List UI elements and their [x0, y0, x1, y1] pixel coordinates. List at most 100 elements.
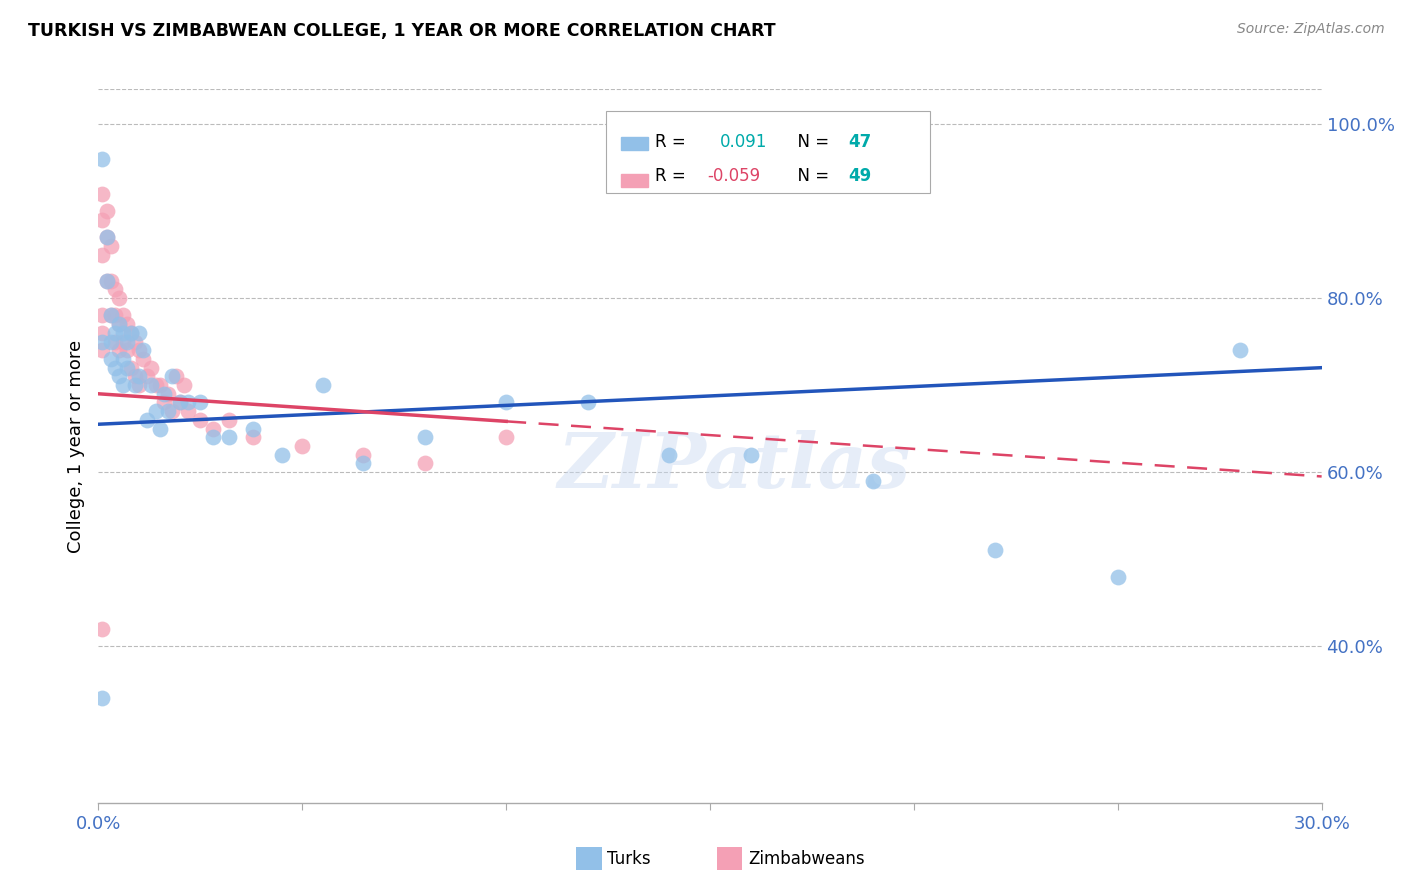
Point [91, 152, 114, 166]
Point [91, 247, 114, 261]
Text: ZIPatlas: ZIPatlas [558, 431, 911, 504]
Text: N =: N = [787, 168, 835, 186]
Point [115, 334, 138, 349]
Point [128, 378, 150, 392]
Point [149, 378, 172, 392]
Point [149, 421, 172, 435]
FancyBboxPatch shape [620, 137, 648, 150]
Point [91, 334, 114, 349]
Point [91, 343, 114, 358]
Point [160, 369, 183, 384]
Point [218, 413, 240, 427]
FancyBboxPatch shape [606, 111, 931, 193]
Text: -0.059: -0.059 [707, 168, 761, 186]
Point [111, 351, 134, 366]
Point [169, 395, 191, 409]
Point [201, 421, 224, 435]
Point [128, 369, 150, 384]
Point [115, 317, 138, 331]
Point [128, 326, 150, 340]
Y-axis label: College, 1 year or more: College, 1 year or more [66, 340, 84, 552]
Point [104, 360, 127, 375]
Text: Turks: Turks [607, 850, 651, 868]
Text: R =: R = [655, 133, 696, 151]
Point [120, 326, 142, 340]
Point [100, 309, 122, 323]
Point [96, 230, 118, 244]
Point [141, 360, 163, 375]
Point [91, 309, 114, 323]
Point [124, 369, 146, 384]
Point [91, 212, 114, 227]
Point [188, 395, 212, 409]
Point [145, 404, 167, 418]
Point [152, 395, 174, 409]
Text: 0.091: 0.091 [720, 133, 768, 151]
Point [111, 378, 134, 392]
Point [145, 378, 167, 392]
Point [124, 378, 146, 392]
Point [104, 309, 127, 323]
Point [141, 378, 163, 392]
Point [242, 430, 264, 444]
Point [108, 369, 131, 384]
Point [495, 430, 517, 444]
Point [291, 439, 314, 453]
Point [242, 421, 264, 435]
Point [104, 334, 127, 349]
Point [152, 386, 174, 401]
Point [169, 395, 191, 409]
Text: R =: R = [655, 168, 690, 186]
Point [108, 317, 131, 331]
Point [115, 343, 138, 358]
Text: Zimbabweans: Zimbabweans [748, 850, 865, 868]
Point [188, 413, 212, 427]
Point [124, 334, 146, 349]
Point [352, 448, 374, 462]
Point [91, 326, 114, 340]
Point [984, 543, 1007, 558]
FancyBboxPatch shape [620, 174, 648, 186]
Point [91, 691, 114, 706]
Point [177, 404, 200, 418]
Text: Source: ZipAtlas.com: Source: ZipAtlas.com [1237, 22, 1385, 37]
Point [136, 369, 159, 384]
Point [1229, 343, 1251, 358]
Point [111, 309, 134, 323]
Point [413, 430, 436, 444]
Text: N =: N = [787, 133, 835, 151]
Point [108, 317, 131, 331]
Point [120, 360, 142, 375]
Point [413, 457, 436, 471]
Point [100, 239, 122, 253]
Point [1107, 569, 1129, 583]
Point [576, 395, 599, 409]
Point [96, 230, 118, 244]
Point [132, 351, 155, 366]
Point [96, 204, 118, 219]
Point [160, 404, 183, 418]
Point [111, 334, 134, 349]
Point [658, 448, 681, 462]
Point [862, 474, 884, 488]
Point [173, 378, 195, 392]
Point [100, 274, 122, 288]
Point [201, 430, 224, 444]
Point [108, 291, 131, 305]
Point [312, 378, 335, 392]
Point [100, 351, 122, 366]
Point [740, 448, 762, 462]
Point [96, 274, 118, 288]
Point [120, 326, 142, 340]
Text: 47: 47 [848, 133, 872, 151]
Point [352, 457, 374, 471]
Point [104, 282, 127, 296]
Point [115, 360, 138, 375]
Point [104, 326, 127, 340]
Point [165, 369, 187, 384]
Point [108, 343, 131, 358]
Point [100, 334, 122, 349]
Text: 49: 49 [848, 168, 872, 186]
Point [128, 343, 150, 358]
Point [177, 395, 200, 409]
